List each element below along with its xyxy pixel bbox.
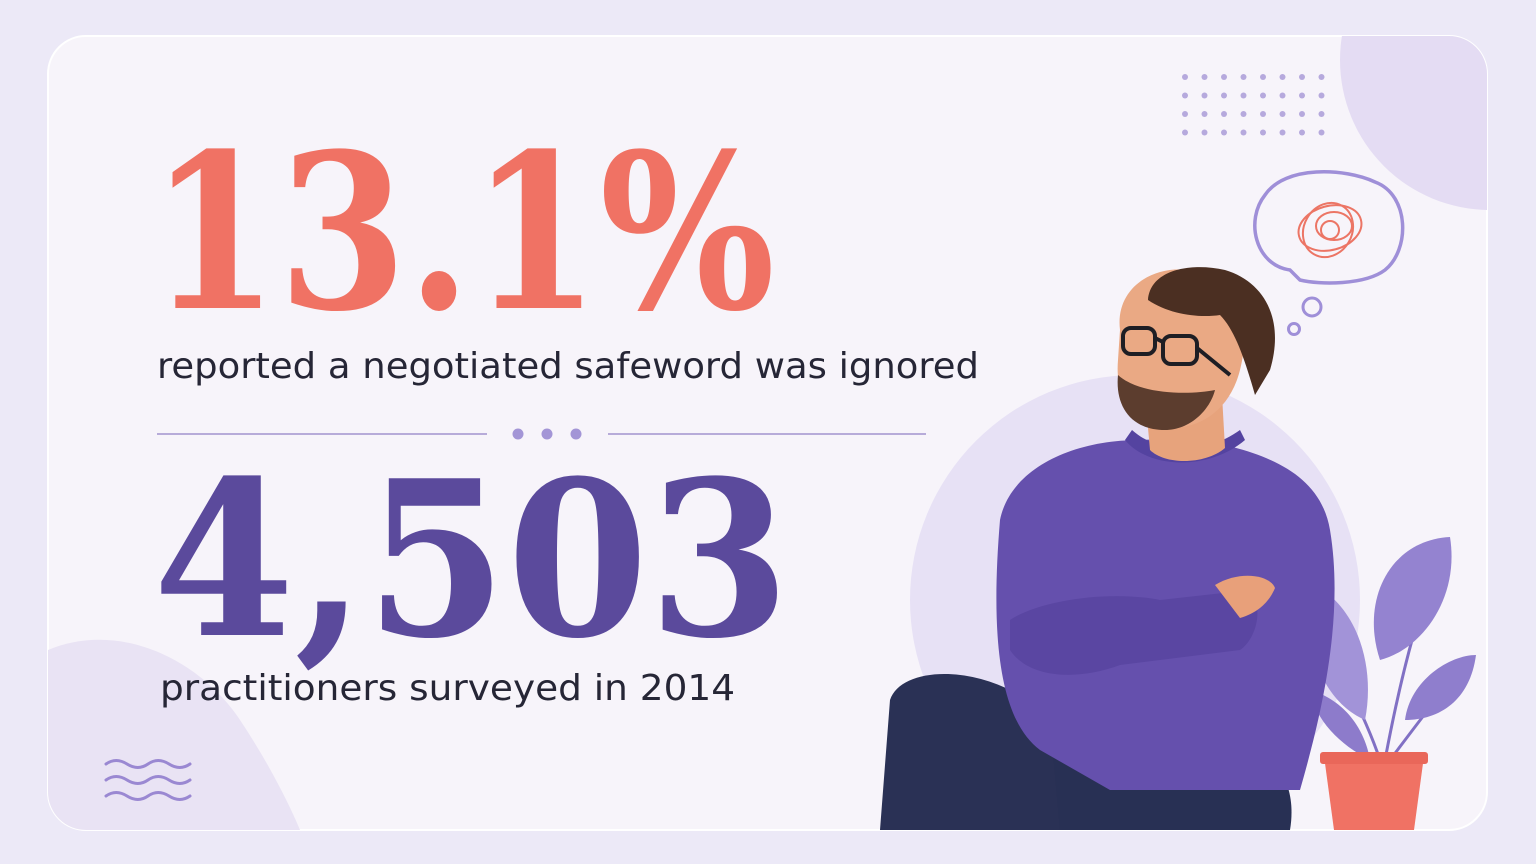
dot-grid-shape-shape — [1221, 74, 1227, 80]
dot-grid-shape-shape — [1221, 129, 1227, 136]
dot-grid — [1182, 74, 1325, 136]
thought-bubble-shape-shape — [1297, 204, 1363, 252]
dot-grid-shape-shape — [1299, 129, 1305, 136]
dot-grid-shape-shape — [1201, 111, 1208, 117]
thought-bubble-shape — [1287, 322, 1301, 336]
dot-grid-shape-shape — [1318, 92, 1325, 99]
plant-shape — [1310, 690, 1370, 760]
waves — [104, 759, 192, 801]
dot-grid-shape-shape — [1260, 74, 1266, 80]
dot-grid-shape-shape — [1221, 111, 1227, 117]
dot-grid-shape-shape — [1201, 92, 1208, 99]
dot-grid-shape-shape — [1318, 129, 1325, 136]
person-shape-shape — [1154, 336, 1232, 377]
person-shape — [1148, 267, 1275, 395]
dot-grid-shape-shape — [1182, 74, 1188, 80]
dot-grid-shape — [1182, 74, 1325, 136]
divider-shape — [541, 428, 553, 440]
dot-grid-shape-shape — [1240, 74, 1247, 80]
person-shape — [1010, 590, 1258, 675]
dot-grid-shape-shape — [1260, 129, 1266, 136]
waves-shape — [104, 791, 192, 801]
divider-shape — [570, 428, 582, 440]
dot-grid-shape-shape — [1240, 111, 1247, 117]
dot-grid-shape-shape — [1299, 111, 1305, 117]
stat-value: 13.1% — [150, 106, 775, 359]
divider — [157, 428, 926, 440]
person — [880, 267, 1335, 830]
plant — [1310, 537, 1476, 830]
plant-shape — [1405, 655, 1476, 720]
dot-grid-shape-shape — [1182, 111, 1188, 117]
person-shape — [1117, 375, 1215, 430]
person-shape — [1121, 326, 1232, 377]
waves-shape — [104, 759, 192, 769]
plant-shape — [1320, 752, 1428, 764]
dot-grid-shape-shape — [1299, 74, 1305, 80]
dot-grid-shape-shape — [1279, 92, 1286, 99]
dot-grid-shape-shape — [1240, 92, 1247, 99]
stat-label: practitioners surveyed in 2014 — [160, 668, 735, 709]
dot-grid-shape-shape — [1279, 74, 1286, 80]
thought-bubble-shape-shape — [1301, 201, 1355, 259]
stat-value: 4,503 — [153, 433, 790, 686]
stat-label: reported a negotiated safeword was ignor… — [157, 346, 979, 387]
plant-shape — [1324, 756, 1424, 830]
thought-bubble-shape-shape — [1320, 220, 1340, 240]
dot-grid-shape-shape — [1201, 74, 1208, 80]
decor-shape — [48, 639, 300, 830]
thought-bubble-shape — [1297, 201, 1363, 259]
dot-grid-shape-shape — [1318, 74, 1325, 80]
waves-shape — [104, 775, 192, 785]
thought-bubble-shape — [1301, 296, 1323, 318]
dot-grid-shape-shape — [1318, 111, 1325, 117]
dot-grid-shape-shape — [1201, 129, 1208, 136]
person-shape-shape — [1121, 326, 1157, 356]
dot-grid-shape-shape — [1299, 92, 1305, 99]
person-shape — [1215, 575, 1275, 618]
dot-grid-shape-shape — [1260, 92, 1266, 99]
divider-shape — [512, 428, 524, 440]
dot-grid-shape-shape — [1240, 129, 1247, 136]
thought-bubble-shape — [1253, 170, 1405, 285]
dot-grid-shape-shape — [1279, 129, 1286, 136]
dot-grid-shape-shape — [1182, 92, 1188, 99]
dot-grid-shape-shape — [1260, 111, 1266, 117]
thought-bubble — [1253, 170, 1405, 336]
dot-grid-shape-shape — [1182, 129, 1188, 136]
decor-shape — [1340, 36, 1487, 210]
dot-grid-shape-shape — [1279, 111, 1286, 117]
thought-bubble-shape-shape — [1315, 211, 1353, 241]
plant-shape — [1373, 537, 1452, 660]
dot-grid-shape-shape — [1221, 92, 1227, 99]
